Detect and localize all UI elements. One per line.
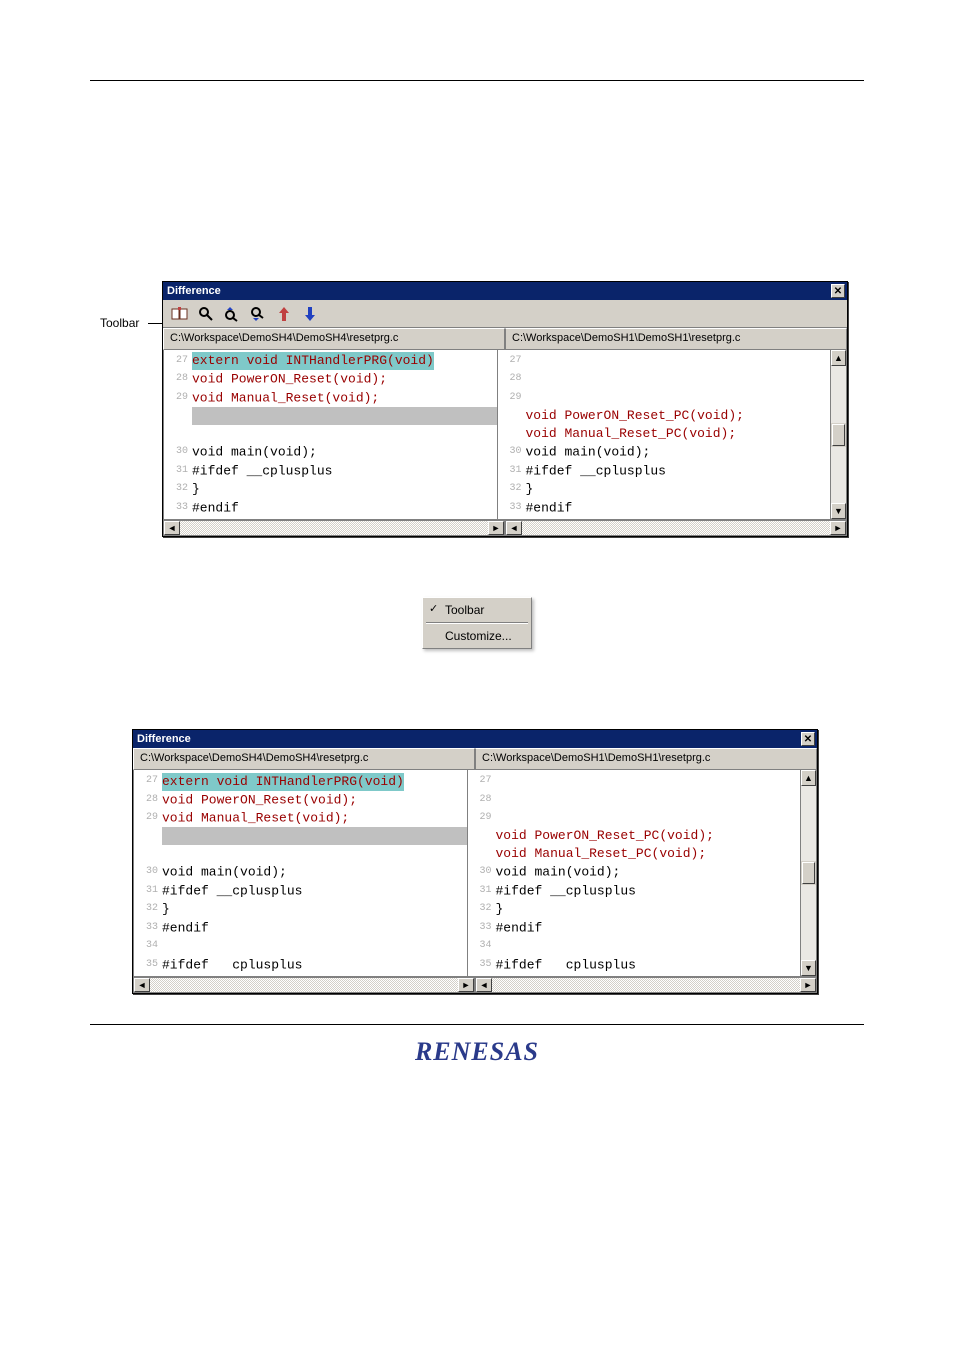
menu-item-toolbar[interactable]: Toolbar: [425, 600, 529, 620]
scroll-track[interactable]: [801, 786, 816, 861]
right-horizontal-scrollbar[interactable]: ◄ ►: [505, 520, 847, 536]
left-code-pane[interactable]: 27extern void INTHandlerPRG(void)28void …: [133, 770, 468, 977]
scroll-track[interactable]: [150, 978, 458, 992]
menu-item-customize[interactable]: Customize...: [425, 626, 529, 646]
file-path-row: C:\Workspace\DemoSH4\DemoSH4\resetprg.c …: [133, 748, 817, 770]
scroll-right-icon[interactable]: ►: [800, 978, 816, 992]
scroll-thumb[interactable]: [832, 424, 845, 446]
right-code: 27 28 29 void PowerON_Reset_PC(void);voi…: [498, 350, 831, 519]
figure-difference-with-toolbar: Toolbar Difference ✕: [0, 281, 954, 537]
scroll-thumb[interactable]: [802, 862, 815, 884]
scroll-left-icon[interactable]: ◄: [476, 978, 492, 992]
close-icon[interactable]: ✕: [801, 732, 815, 746]
bottom-rule: [90, 1024, 864, 1025]
scroll-right-icon[interactable]: ►: [458, 978, 474, 992]
scroll-track[interactable]: [831, 447, 846, 504]
menu-separator: [426, 622, 528, 624]
scroll-right-icon[interactable]: ►: [488, 521, 504, 535]
vertical-scrollbar[interactable]: ▲ ▼: [830, 350, 846, 519]
scroll-track[interactable]: [492, 978, 800, 992]
left-code: 27extern void INTHandlerPRG(void)28void …: [134, 770, 467, 976]
left-horizontal-scrollbar[interactable]: ◄ ►: [163, 520, 505, 536]
titlebar[interactable]: Difference ✕: [133, 730, 817, 748]
code-compare-row: 27extern void INTHandlerPRG(void)28void …: [133, 770, 817, 977]
scroll-down-icon[interactable]: ▼: [801, 960, 816, 976]
scroll-down-icon[interactable]: ▼: [831, 503, 846, 519]
left-code: 27extern void INTHandlerPRG(void)28void …: [164, 350, 497, 519]
scroll-track[interactable]: [831, 366, 846, 423]
find-icon[interactable]: [195, 303, 217, 325]
top-rule: [90, 80, 864, 81]
arrow-down-icon[interactable]: [299, 303, 321, 325]
scroll-up-icon[interactable]: ▲: [831, 350, 846, 366]
callout-line: [148, 323, 162, 324]
window-title: Difference: [167, 285, 221, 297]
left-code-pane[interactable]: 27extern void INTHandlerPRG(void)28void …: [163, 350, 498, 520]
difference-toolbar: [163, 300, 847, 328]
compare-files-icon[interactable]: [169, 303, 191, 325]
scroll-track[interactable]: [801, 885, 816, 960]
figure-difference-without-toolbar: Difference ✕ C:\Workspace\DemoSH4\DemoSH…: [0, 729, 954, 994]
scroll-track[interactable]: [522, 521, 830, 535]
scroll-up-icon[interactable]: ▲: [801, 770, 816, 786]
vertical-scrollbar[interactable]: ▲ ▼: [800, 770, 816, 976]
left-file-path: C:\Workspace\DemoSH4\DemoSH4\resetprg.c: [133, 748, 475, 770]
callout-toolbar-label: Toolbar: [100, 316, 139, 330]
scroll-right-icon[interactable]: ►: [830, 521, 846, 535]
right-horizontal-scrollbar[interactable]: ◄ ►: [475, 977, 817, 993]
scroll-left-icon[interactable]: ◄: [134, 978, 150, 992]
left-file-path: C:\Workspace\DemoSH4\DemoSH4\resetprg.c: [163, 328, 505, 350]
window-title: Difference: [137, 733, 191, 745]
scroll-left-icon[interactable]: ◄: [164, 521, 180, 535]
scroll-left-icon[interactable]: ◄: [506, 521, 522, 535]
titlebar[interactable]: Difference ✕: [163, 282, 847, 300]
right-file-path: C:\Workspace\DemoSH1\DemoSH1\resetprg.c: [475, 748, 817, 770]
file-path-row: C:\Workspace\DemoSH4\DemoSH4\resetprg.c …: [163, 328, 847, 350]
difference-window-2: Difference ✕ C:\Workspace\DemoSH4\DemoSH…: [132, 729, 818, 994]
find-prev-icon[interactable]: [221, 303, 243, 325]
right-code-pane[interactable]: 27 28 29 void PowerON_Reset_PC(void);voi…: [498, 350, 848, 520]
arrow-up-icon[interactable]: [273, 303, 295, 325]
difference-window-1: Difference ✕: [162, 281, 848, 537]
renesas-logo: RENESAS: [0, 1037, 954, 1067]
toolbar-context-menu: Toolbar Customize...: [422, 597, 532, 649]
code-compare-row: 27extern void INTHandlerPRG(void)28void …: [163, 350, 847, 520]
right-code-pane[interactable]: 27 28 29 void PowerON_Reset_PC(void);voi…: [468, 770, 818, 977]
right-file-path: C:\Workspace\DemoSH1\DemoSH1\resetprg.c: [505, 328, 847, 350]
find-next-icon[interactable]: [247, 303, 269, 325]
right-code: 27 28 29 void PowerON_Reset_PC(void);voi…: [468, 770, 801, 976]
hscroll-row: ◄ ► ◄ ►: [163, 520, 847, 536]
close-icon[interactable]: ✕: [831, 284, 845, 298]
left-horizontal-scrollbar[interactable]: ◄ ►: [133, 977, 475, 993]
hscroll-row: ◄ ► ◄ ►: [133, 977, 817, 993]
scroll-track[interactable]: [180, 521, 488, 535]
